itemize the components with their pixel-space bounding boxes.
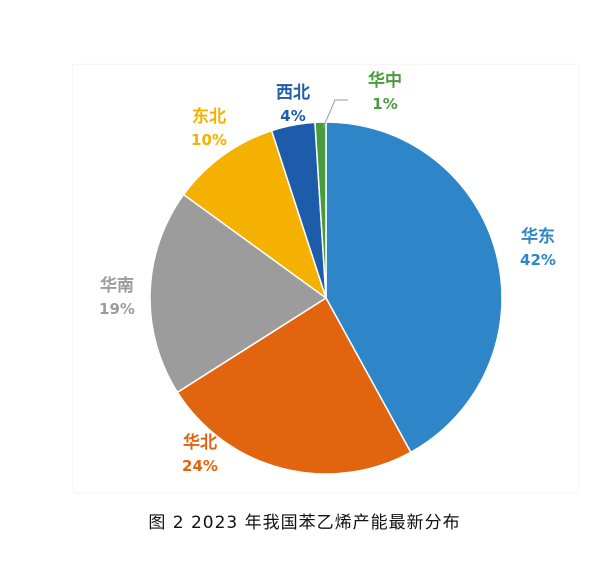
slice-label-name-3: 东北 bbox=[192, 106, 226, 127]
slice-label-value-0: 42% bbox=[520, 251, 556, 269]
slice-label-value-3: 10% bbox=[191, 131, 227, 149]
slice-label-value-4: 4% bbox=[280, 107, 305, 125]
slice-label-name-4: 西北 bbox=[276, 83, 310, 103]
slice-label-name-2: 华南 bbox=[100, 275, 134, 296]
pie-chart: 华东 42% 华北 24% 华南 19% 东北 10% 西北 4% 华中 1% bbox=[99, 70, 556, 475]
pie-slice-2 bbox=[149, 193, 328, 394]
pie-slice-3 bbox=[182, 129, 328, 300]
slice-label-value-1: 24% bbox=[182, 457, 218, 475]
slice-label-name-0: 华东 bbox=[521, 226, 555, 247]
slice-label-value-5: 1% bbox=[372, 95, 397, 113]
slice-label-name-1: 华北 bbox=[183, 432, 217, 453]
pie-slice-1 bbox=[176, 296, 412, 475]
chart-frame: 华东 42% 华北 24% 华南 19% 东北 10% 西北 4% 华中 1% bbox=[73, 65, 578, 492]
slice-label-value-2: 19% bbox=[99, 300, 135, 318]
pie-slice-0 bbox=[325, 121, 503, 454]
slice-label-name-5: 华中 bbox=[368, 70, 402, 91]
leader-line-huazhong bbox=[322, 99, 348, 129]
figure-caption: 图 2 2023 年我国苯乙烯产能最新分布 bbox=[148, 513, 461, 533]
